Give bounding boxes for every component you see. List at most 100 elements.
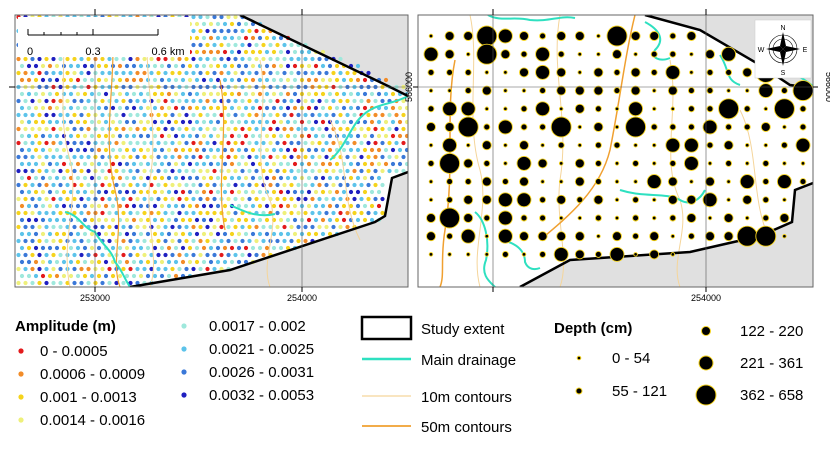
amplitude-point: [341, 91, 347, 97]
amplitude-point: [159, 91, 165, 97]
amplitude-point: [278, 49, 284, 55]
amplitude-point: [320, 105, 326, 111]
amplitude-point: [296, 98, 301, 104]
amplitude-point: [215, 119, 221, 125]
amplitude-point: [191, 224, 196, 230]
amplitude-point: [166, 105, 172, 111]
amplitude-point: [198, 196, 203, 202]
amplitude-point: [142, 154, 147, 160]
amplitude-point: [61, 175, 67, 181]
depth-point: [669, 50, 677, 58]
depth-point: [705, 231, 715, 242]
amplitude-point: [166, 161, 172, 167]
amplitude-point: [201, 245, 207, 251]
amplitude-point: [37, 70, 42, 76]
amplitude-point: [257, 105, 263, 111]
amplitude-point: [261, 252, 266, 258]
amplitude-point: [54, 273, 60, 279]
amplitude-point: [117, 63, 123, 69]
amplitude-point: [261, 196, 266, 202]
amplitude-point: [401, 126, 406, 132]
amplitude-point: [320, 119, 326, 125]
depth-point: [670, 233, 676, 239]
amplitude-point: [292, 91, 298, 97]
amplitude-point: [257, 231, 263, 237]
amplitude-point: [145, 161, 151, 167]
depth-point: [594, 214, 602, 222]
amplitude-point: [289, 42, 294, 48]
amplitude-point: [303, 196, 308, 202]
amplitude-point: [68, 133, 74, 139]
amplitude-point: [187, 217, 193, 223]
depth-point: [574, 231, 585, 242]
amplitude-point: [212, 112, 217, 118]
amplitude-point: [68, 189, 74, 195]
amplitude-point: [152, 217, 158, 223]
amplitude-point: [362, 161, 368, 167]
amplitude-point: [184, 182, 189, 188]
amplitude-point: [292, 189, 298, 195]
amplitude-point: [338, 196, 343, 202]
amplitude-point: [180, 259, 186, 265]
amplitude-point: [257, 77, 263, 83]
amplitude-point: [103, 119, 109, 125]
amplitude-point: [271, 49, 277, 55]
amplitude-point: [341, 77, 347, 83]
amplitude-point: [166, 133, 172, 139]
amplitude-point: [275, 42, 280, 48]
amplitude-point: [40, 63, 46, 69]
amplitude-point: [96, 273, 102, 279]
amplitude-point: [86, 56, 91, 62]
amplitude-point: [243, 119, 249, 125]
amplitude-point: [303, 70, 308, 76]
amplitude-point: [212, 168, 217, 174]
amplitude-point: [250, 175, 256, 181]
amplitude-point: [310, 196, 315, 202]
amplitude-point: [173, 189, 179, 195]
depth-point: [762, 159, 770, 167]
amplitude-point: [135, 98, 140, 104]
amplitude-point: [79, 70, 84, 76]
amplitude-point: [159, 217, 165, 223]
amplitude-legend-swatch-4: [18, 417, 24, 423]
amplitude-point: [205, 252, 210, 258]
amplitude-point: [75, 91, 81, 97]
amplitude-point: [376, 203, 382, 209]
amplitude-point: [271, 175, 277, 181]
depth-point: [763, 142, 769, 148]
amplitude-point: [257, 203, 263, 209]
depth-point: [521, 252, 527, 257]
depth-point: [464, 68, 472, 76]
amplitude-point: [82, 119, 88, 125]
amplitude-point: [180, 77, 186, 83]
amplitude-point: [121, 126, 126, 132]
amplitude-point: [324, 196, 329, 202]
amplitude-point: [163, 98, 168, 104]
amplitude-point: [355, 203, 361, 209]
amplitude-point: [68, 119, 74, 125]
amplitude-point: [376, 189, 382, 195]
amplitude-point: [201, 175, 207, 181]
amplitude-point: [236, 259, 242, 265]
amplitude-point: [121, 280, 126, 286]
amplitude-point: [40, 273, 46, 279]
amplitude-point: [93, 112, 98, 118]
amplitude-point: [205, 112, 210, 118]
amplitude-point: [26, 105, 32, 111]
amplitude-point: [124, 231, 130, 237]
amplitude-point: [222, 147, 228, 153]
amplitude-point: [23, 280, 28, 286]
amplitude-point: [345, 182, 350, 188]
amplitude-point: [30, 238, 35, 244]
amplitude-point: [54, 245, 60, 251]
amplitude-point: [282, 238, 287, 244]
amplitude-point: [152, 133, 158, 139]
amplitude-point: [369, 147, 375, 153]
amplitude-point: [103, 189, 109, 195]
amplitude-point: [86, 182, 91, 188]
amplitude-point: [275, 56, 280, 62]
amplitude-point: [247, 140, 252, 146]
amplitude-point: [215, 91, 221, 97]
depth-point: [539, 214, 547, 222]
amplitude-point: [212, 224, 217, 230]
